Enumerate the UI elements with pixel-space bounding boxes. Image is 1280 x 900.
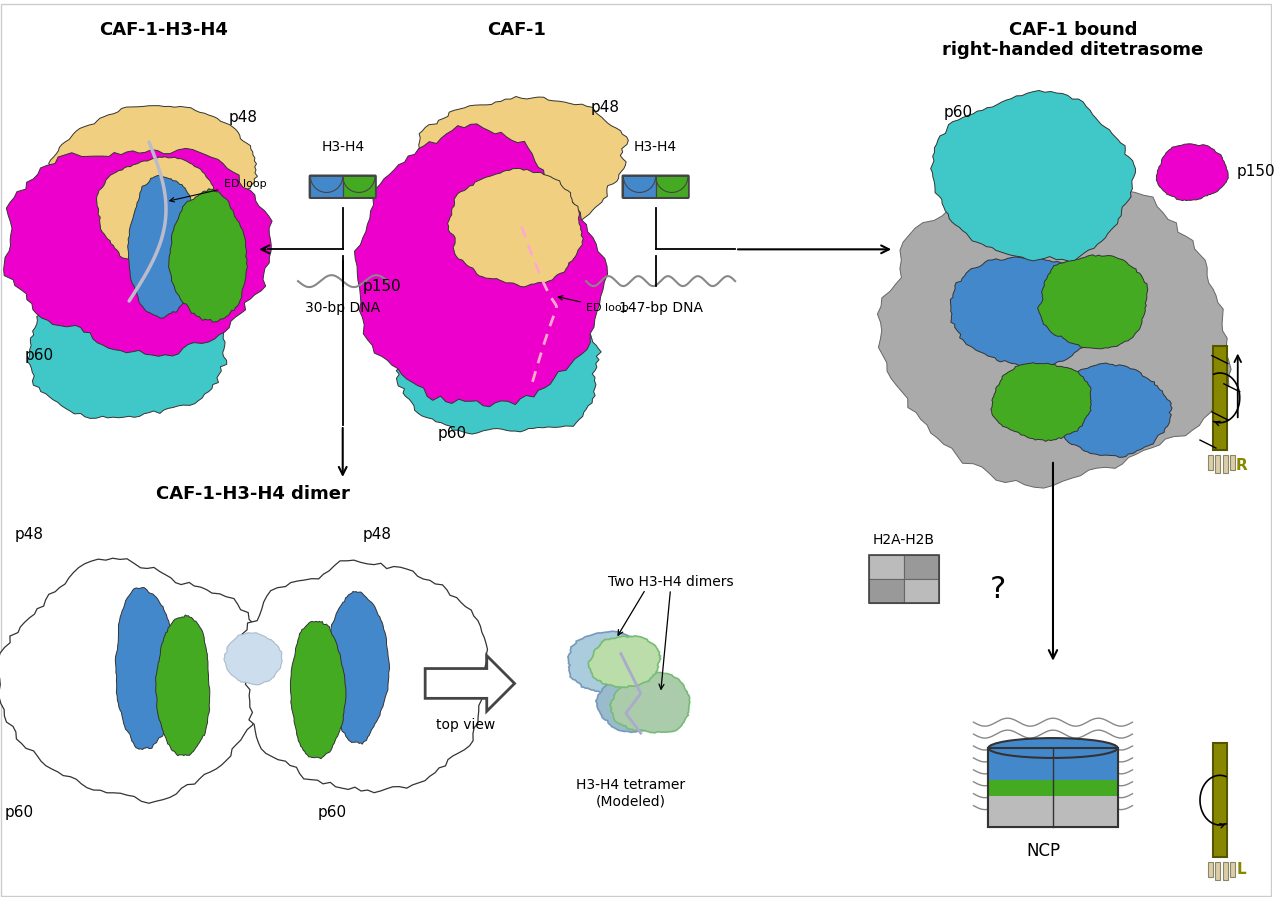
- Polygon shape: [448, 168, 584, 287]
- Polygon shape: [224, 633, 282, 685]
- Wedge shape: [623, 176, 655, 193]
- Text: H3-H4: H3-H4: [634, 140, 677, 154]
- Polygon shape: [4, 148, 273, 356]
- Bar: [869, 555, 938, 603]
- Bar: [1213, 743, 1226, 858]
- Text: CAF-1: CAF-1: [488, 21, 547, 39]
- Text: NCP: NCP: [1027, 842, 1060, 860]
- Text: top view: top view: [436, 718, 495, 733]
- Text: p48: p48: [15, 526, 44, 542]
- Polygon shape: [96, 157, 219, 268]
- Bar: [988, 748, 1117, 827]
- Text: ED loop: ED loop: [170, 179, 266, 202]
- Polygon shape: [1156, 144, 1229, 201]
- Bar: [989, 779, 1116, 796]
- Text: H3-H4 tetramer: H3-H4 tetramer: [576, 778, 685, 792]
- Bar: [311, 176, 343, 197]
- Bar: [1230, 455, 1235, 470]
- Bar: [623, 176, 655, 197]
- Text: 30-bp DNA: 30-bp DNA: [305, 301, 380, 315]
- Polygon shape: [0, 558, 262, 803]
- Text: p48: p48: [362, 526, 392, 542]
- Polygon shape: [115, 588, 175, 750]
- Bar: [989, 749, 1116, 788]
- Polygon shape: [878, 169, 1231, 488]
- Bar: [1208, 455, 1213, 470]
- Bar: [904, 555, 938, 579]
- Polygon shape: [1051, 363, 1172, 457]
- Text: p60: p60: [317, 806, 347, 820]
- Text: (Modeled): (Modeled): [595, 795, 666, 809]
- Polygon shape: [595, 679, 673, 733]
- Polygon shape: [950, 256, 1097, 365]
- Text: R: R: [1236, 458, 1248, 473]
- Polygon shape: [568, 631, 650, 695]
- Text: H3-H4: H3-H4: [321, 140, 365, 154]
- Polygon shape: [397, 303, 602, 434]
- Text: ?: ?: [991, 574, 1006, 604]
- Polygon shape: [326, 591, 389, 744]
- Text: p150: p150: [1236, 165, 1275, 179]
- Polygon shape: [27, 266, 227, 418]
- Text: CAF-1-H3-H4: CAF-1-H3-H4: [100, 21, 228, 39]
- Text: p48: p48: [228, 110, 257, 125]
- Polygon shape: [355, 124, 608, 407]
- Bar: [1230, 862, 1235, 878]
- Polygon shape: [169, 189, 247, 322]
- Text: 147-bp DNA: 147-bp DNA: [618, 301, 703, 315]
- Polygon shape: [291, 621, 346, 759]
- Bar: [989, 788, 1116, 826]
- Text: p60: p60: [438, 426, 466, 441]
- Bar: [904, 579, 938, 603]
- Bar: [1213, 346, 1226, 450]
- Text: ED loop: ED loop: [558, 296, 628, 313]
- Polygon shape: [241, 560, 488, 793]
- Bar: [988, 748, 1117, 827]
- Wedge shape: [311, 176, 343, 193]
- Polygon shape: [991, 363, 1092, 441]
- Wedge shape: [343, 176, 375, 193]
- Polygon shape: [49, 105, 257, 225]
- Polygon shape: [609, 671, 690, 733]
- Polygon shape: [589, 635, 660, 688]
- Polygon shape: [1038, 255, 1148, 349]
- Bar: [1215, 862, 1220, 880]
- Bar: [343, 176, 375, 197]
- Text: p150: p150: [362, 279, 401, 293]
- Bar: [1222, 455, 1228, 472]
- Text: p60: p60: [5, 806, 35, 820]
- Text: H2A-H2B: H2A-H2B: [873, 534, 934, 547]
- Text: right-handed ditetrasome: right-handed ditetrasome: [942, 40, 1203, 58]
- Text: p60: p60: [945, 104, 973, 120]
- Bar: [869, 579, 904, 603]
- Bar: [655, 176, 687, 197]
- Polygon shape: [931, 91, 1135, 261]
- Text: CAF-1 bound: CAF-1 bound: [1009, 21, 1137, 39]
- Bar: [1222, 862, 1228, 880]
- Polygon shape: [156, 615, 210, 756]
- Polygon shape: [425, 655, 515, 711]
- Text: Two H3-H4 dimers: Two H3-H4 dimers: [608, 575, 733, 590]
- Bar: [1208, 862, 1213, 878]
- Polygon shape: [128, 176, 200, 318]
- Text: L: L: [1236, 862, 1247, 878]
- Text: p60: p60: [24, 348, 54, 363]
- Ellipse shape: [988, 738, 1117, 758]
- Bar: [1215, 455, 1220, 472]
- Wedge shape: [655, 176, 687, 193]
- Bar: [869, 555, 904, 579]
- Text: p48: p48: [591, 100, 620, 115]
- Polygon shape: [412, 96, 628, 229]
- Text: CAF-1-H3-H4 dimer: CAF-1-H3-H4 dimer: [156, 485, 351, 503]
